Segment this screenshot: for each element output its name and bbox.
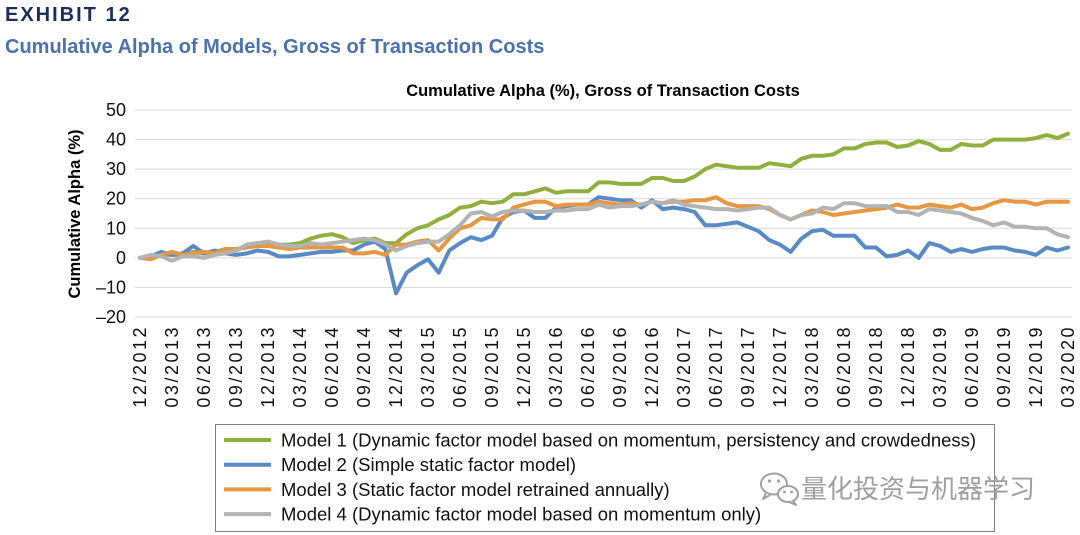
x-tick-label: 09/2018 xyxy=(866,325,886,408)
x-tick-label: 06/2014 xyxy=(322,325,342,408)
x-tick-label: 09/2016 xyxy=(610,325,630,408)
legend-label: Model 2 (Simple static factor model) xyxy=(281,454,576,475)
x-tick-label: 09/2015 xyxy=(482,325,502,408)
legend: Model 1 (Dynamic factor model based on m… xyxy=(215,424,995,532)
x-tick-label: 09/2019 xyxy=(994,325,1014,408)
watermark-text: 量化投资与机器学习 xyxy=(801,475,1035,505)
x-tick-label: 06/2015 xyxy=(450,325,470,408)
legend-item-model-4: Model 4 (Dynamic factor model based on m… xyxy=(224,504,761,525)
x-tick-label: 12/2012 xyxy=(130,325,150,408)
x-tick-label: 12/2014 xyxy=(386,325,406,408)
legend-label: Model 1 (Dynamic factor model based on m… xyxy=(281,430,976,451)
x-tick-label: 03/2020 xyxy=(1058,325,1078,408)
watermark: 量化投资与机器学习 xyxy=(760,472,1035,506)
x-tick-label: 12/2017 xyxy=(770,325,790,408)
x-tick-label: 09/2014 xyxy=(354,325,374,408)
x-tick-label: 06/2019 xyxy=(962,325,982,408)
legend-item-model-2: Model 2 (Simple static factor model) xyxy=(224,454,576,475)
series-line-model-2 xyxy=(138,195,1070,296)
y-tick-label: 0 xyxy=(116,248,126,268)
series-line-model-3 xyxy=(138,195,1070,262)
y-tick-label: 30 xyxy=(106,159,126,179)
x-tick-label: 03/2017 xyxy=(674,325,694,408)
x-tick-label: 06/2018 xyxy=(834,325,854,408)
y-tick-label: 20 xyxy=(106,189,126,209)
y-axis-label: Cumulative Alpha (%) xyxy=(66,130,84,299)
x-tick-label: 12/2019 xyxy=(1026,325,1046,408)
x-tick-label: 03/2013 xyxy=(162,325,182,408)
x-tick-label: 03/2014 xyxy=(290,325,310,408)
y-tick-label: –20 xyxy=(96,307,126,327)
y-tick-label: 10 xyxy=(106,218,126,238)
x-tick-label: 06/2017 xyxy=(706,325,726,408)
x-tick-label: 09/2017 xyxy=(738,325,758,408)
legend-item-model-3: Model 3 (Static factor model retrained a… xyxy=(224,479,670,500)
legend-item-model-1: Model 1 (Dynamic factor model based on m… xyxy=(224,430,976,451)
x-tick-label: 12/2015 xyxy=(514,325,534,408)
y-tick-label: 40 xyxy=(106,130,126,150)
series-lines xyxy=(138,131,1070,296)
x-tick-label: 09/2013 xyxy=(226,325,246,408)
gridlines xyxy=(135,109,1072,318)
legend-box xyxy=(215,424,995,532)
legend-label: Model 3 (Static factor model retrained a… xyxy=(281,479,670,500)
exhibit-subtitle: Cumulative Alpha of Models, Gross of Tra… xyxy=(5,36,545,58)
x-tick-label: 03/2015 xyxy=(418,325,438,408)
x-tick-label: 03/2019 xyxy=(930,325,950,408)
x-tick-labels: 12/2012 03/2013 06/2013 09/2013 12/2013 03/20… xyxy=(130,325,1078,408)
x-tick-label: 06/2013 xyxy=(194,325,214,408)
x-tick-label: 12/2013 xyxy=(258,325,278,408)
y-tick-label: –10 xyxy=(96,277,126,297)
wechat-icon xyxy=(760,472,799,506)
exhibit-label: EXHIBIT 12 xyxy=(5,4,132,26)
chart-title: Cumulative Alpha (%), Gross of Transacti… xyxy=(406,82,800,100)
x-tick-label: 12/2016 xyxy=(642,325,662,408)
x-tick-label: 03/2016 xyxy=(546,325,566,408)
y-tick-labels: 50 40 30 20 10 0 –10 –20 xyxy=(96,100,126,327)
legend-label: Model 4 (Dynamic factor model based on m… xyxy=(281,504,761,525)
series-line-model-1 xyxy=(138,131,1070,260)
series-line-model-4 xyxy=(138,198,1070,263)
x-tick-label: 03/2018 xyxy=(802,325,822,408)
y-tick-label: 50 xyxy=(106,100,126,120)
x-tick-label: 12/2018 xyxy=(898,325,918,408)
x-tick-label: 06/2016 xyxy=(578,325,598,408)
